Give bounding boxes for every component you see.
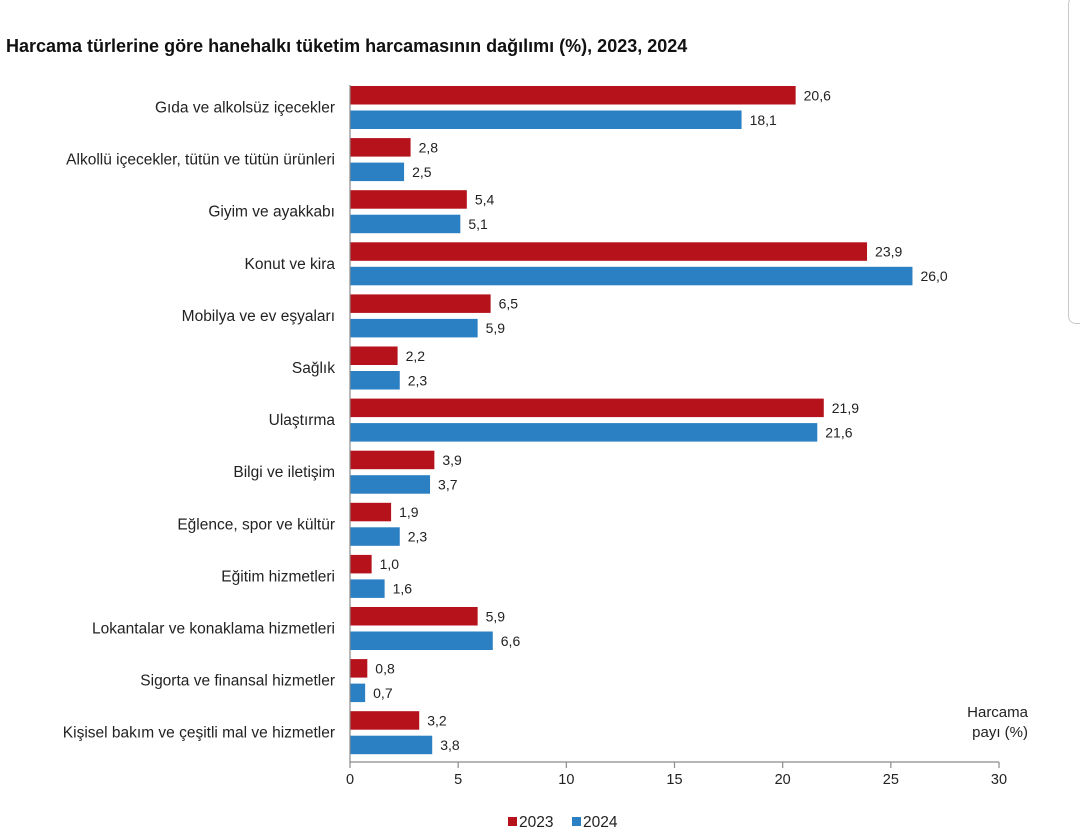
bar-2023 bbox=[350, 398, 824, 418]
bar-2023 bbox=[350, 190, 467, 209]
data-label-2023: 5,4 bbox=[475, 191, 495, 207]
data-label-2023: 21,9 bbox=[832, 400, 859, 416]
x-tick-label: 5 bbox=[454, 772, 462, 788]
category-label: Sigorta ve finansal hizmetler bbox=[140, 673, 335, 690]
category-label: Konut ve kira bbox=[245, 256, 336, 273]
data-label-2024: 26,0 bbox=[920, 268, 947, 284]
data-label-2024: 18,1 bbox=[750, 112, 777, 128]
legend-swatch-2023 bbox=[508, 817, 517, 826]
bar-2024 bbox=[350, 318, 478, 338]
data-label-2024: 5,9 bbox=[486, 320, 506, 336]
data-label-2024: 5,1 bbox=[468, 216, 488, 232]
bar-2024 bbox=[350, 423, 818, 442]
x-axis-ticks: 0 5 10 15 20 25 30 bbox=[346, 762, 1007, 788]
legend-label-2023: 2023 bbox=[519, 814, 553, 831]
category-label: Bilgi ve iletişim bbox=[233, 464, 335, 481]
category-label: Sağlık bbox=[292, 360, 335, 377]
category-label: Gıda ve alkolsüz içecekler bbox=[155, 100, 335, 117]
category-label: Giyim ve ayakkabı bbox=[208, 204, 335, 221]
data-label-2023: 1,9 bbox=[399, 504, 419, 520]
bar-2024 bbox=[350, 631, 493, 650]
chart-title: Harcama türlerine göre hanehalkı tüketim… bbox=[6, 36, 688, 56]
bar-2023 bbox=[350, 659, 368, 678]
bar-2024 bbox=[350, 527, 400, 546]
legend-label-2024: 2024 bbox=[583, 814, 618, 831]
bar-2023 bbox=[350, 554, 372, 574]
bar-2024 bbox=[350, 579, 385, 598]
bar-2023 bbox=[350, 242, 868, 261]
bar-2023 bbox=[350, 346, 398, 365]
bar-2023 bbox=[350, 502, 392, 522]
category-label: Eğitim hizmetleri bbox=[221, 568, 335, 585]
data-label-2023: 0,8 bbox=[375, 660, 395, 676]
data-label-2023: 6,5 bbox=[499, 296, 519, 312]
bar-2023 bbox=[350, 711, 420, 730]
data-label-2024: 3,7 bbox=[438, 476, 458, 492]
category-label: Alkollü içecekler, tütün ve tütün ürünle… bbox=[66, 152, 335, 169]
data-label-2023: 2,2 bbox=[406, 348, 426, 364]
x-axis-title-line2: payı (%) bbox=[972, 724, 1028, 741]
data-label-2023: 5,9 bbox=[486, 608, 506, 624]
data-label-2024: 0,7 bbox=[373, 685, 393, 701]
x-tick-label: 20 bbox=[775, 772, 791, 788]
side-panel bbox=[1068, 0, 1080, 324]
category-label: Kişisel bakım ve çeşitli mal ve hizmetle… bbox=[63, 725, 335, 742]
x-tick-label: 25 bbox=[883, 772, 899, 788]
data-label-2024: 2,3 bbox=[408, 372, 428, 388]
data-label-2024: 3,8 bbox=[440, 737, 460, 753]
legend-swatch-2024 bbox=[572, 817, 581, 826]
bars-layer: Gıda ve alkolsüz içecekler 20,6 18,1 Alkoll… bbox=[63, 86, 948, 755]
bar-2024 bbox=[350, 475, 431, 494]
category-label: Eğlence, spor ve kültür bbox=[177, 516, 335, 533]
bar-2023 bbox=[350, 294, 491, 313]
bar-2023 bbox=[350, 86, 796, 105]
x-axis-title-line1: Harcama bbox=[967, 704, 1029, 721]
bar-2024 bbox=[350, 735, 433, 755]
data-label-2023: 3,9 bbox=[442, 452, 462, 468]
bar-2024 bbox=[350, 162, 405, 182]
data-label-2024: 21,6 bbox=[825, 424, 852, 440]
data-label-2024: 2,5 bbox=[412, 164, 432, 180]
data-label-2023: 2,8 bbox=[419, 139, 439, 155]
category-label: Lokantalar ve konaklama hizmetleri bbox=[92, 621, 335, 638]
bar-2023 bbox=[350, 450, 435, 470]
data-label-2023: 20,6 bbox=[804, 87, 831, 103]
x-tick-label: 30 bbox=[991, 772, 1007, 788]
bar-2023 bbox=[350, 607, 478, 626]
data-label-2023: 1,0 bbox=[380, 556, 400, 572]
category-label: Mobilya ve ev eşyaları bbox=[182, 308, 335, 325]
data-label-2024: 1,6 bbox=[393, 581, 413, 597]
data-label-2023: 3,2 bbox=[427, 712, 447, 728]
x-tick-label: 10 bbox=[558, 772, 574, 788]
x-tick-label: 15 bbox=[666, 772, 682, 788]
bar-2024 bbox=[350, 371, 400, 390]
bar-2024 bbox=[350, 110, 742, 129]
data-label-2024: 6,6 bbox=[501, 633, 521, 649]
x-tick-label: 0 bbox=[346, 772, 354, 788]
data-label-2023: 23,9 bbox=[875, 244, 902, 260]
bar-2024 bbox=[350, 683, 366, 703]
bar-2024 bbox=[350, 266, 913, 286]
bar-2024 bbox=[350, 214, 461, 234]
bar-2023 bbox=[350, 138, 411, 157]
legend: 2023 2024 bbox=[508, 814, 618, 831]
category-label: Ulaştırma bbox=[269, 412, 336, 429]
data-label-2024: 2,3 bbox=[408, 529, 428, 545]
